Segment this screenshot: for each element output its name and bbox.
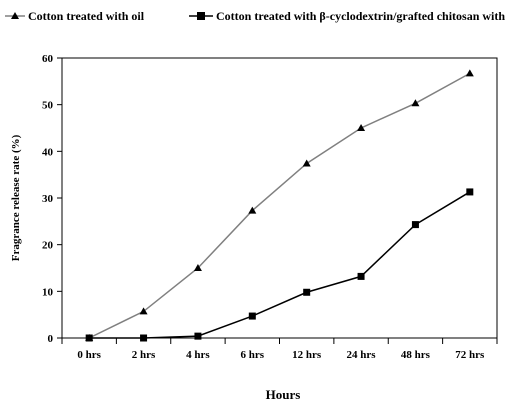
series-1-point: [193, 264, 202, 271]
x-tick-label: 72 hrs: [455, 349, 485, 361]
legend: Cotton treated with oil Cotton treated w…: [5, 9, 505, 23]
series-1-point: [357, 124, 366, 131]
legend-marker-series-1: [11, 12, 19, 19]
x-tick-label: 4 hrs: [186, 349, 210, 361]
y-tick-label: 50: [42, 100, 54, 112]
series-2-line: [89, 191, 471, 339]
series-2-point: [85, 334, 93, 342]
x-tick-label: 12 hrs: [292, 349, 322, 361]
legend-label-series-1: Cotton treated with oil: [28, 9, 145, 23]
y-axis: 0 10 20 30 40 50 60: [42, 53, 62, 345]
series-1-line: [88, 72, 471, 339]
series-layer: [85, 69, 474, 342]
legend-label-series-2: Cotton treated with β-cyclodextrin/graft…: [216, 9, 505, 23]
series-2-point: [357, 272, 365, 280]
series-1-point: [139, 307, 148, 315]
series-2-point: [140, 334, 148, 342]
legend-marker-series-2: [197, 12, 205, 20]
y-tick-label: 10: [42, 286, 54, 298]
series-1-point: [302, 159, 311, 167]
series-2-point: [411, 221, 419, 229]
series-2-point: [466, 188, 474, 196]
y-tick-label: 60: [42, 53, 54, 65]
series-2-point: [248, 312, 256, 320]
y-tick-label: 40: [42, 146, 54, 158]
x-tick-label: 24 hrs: [347, 349, 377, 361]
series-2-point: [303, 288, 311, 296]
series-1-point: [465, 69, 474, 77]
x-tick-label: 6 hrs: [241, 349, 265, 361]
y-axis-title: Fragrance release rate (%): [10, 134, 22, 261]
series-1-point: [411, 99, 420, 107]
plot-area: [61, 57, 498, 339]
y-tick-label: 20: [42, 240, 54, 252]
y-tick-label: 30: [42, 193, 54, 205]
x-tick-label: 48 hrs: [401, 349, 431, 361]
x-tick-label: 2 hrs: [132, 349, 156, 361]
y-tick-label: 0: [48, 333, 54, 345]
x-tick-label: 0 hrs: [77, 349, 101, 361]
series-2-point: [194, 332, 202, 340]
x-axis-title: Hours: [266, 387, 301, 402]
x-axis: 0 hrs 2 hrs 4 hrs 6 hrs 12 hrs 24 hrs 48 hrs 72…: [61, 338, 498, 361]
series-1-point: [248, 206, 257, 214]
